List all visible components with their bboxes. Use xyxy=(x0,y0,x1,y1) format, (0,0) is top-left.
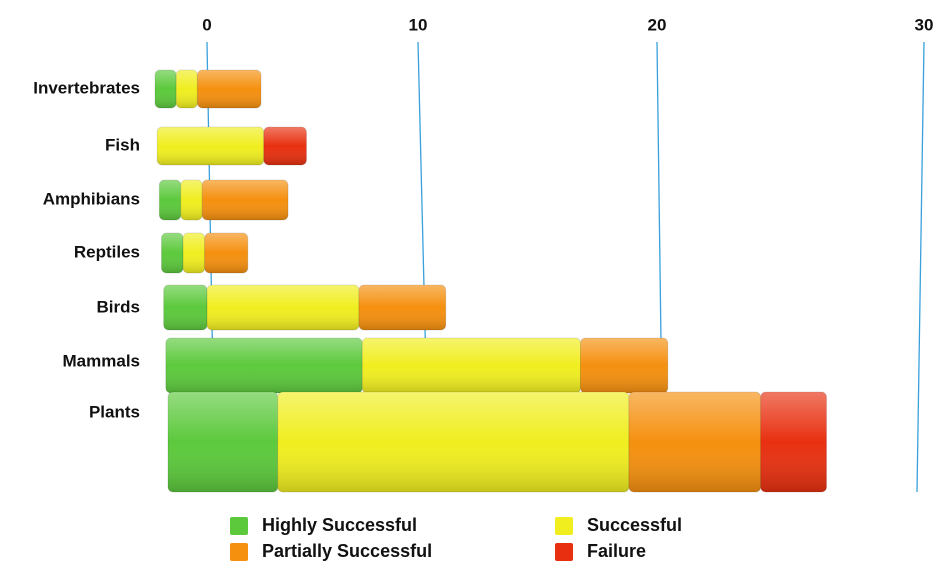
x-tick-label: 0 xyxy=(202,15,211,34)
legend-label: Successful xyxy=(587,515,682,535)
bar-shade xyxy=(168,392,278,492)
legend-label: Highly Successful xyxy=(262,515,417,535)
y-tick-label: Amphibians xyxy=(43,189,140,208)
bar-shade xyxy=(358,285,446,330)
bar-shade xyxy=(197,70,261,108)
bar-shade xyxy=(277,392,629,492)
x-tick-label: 20 xyxy=(648,15,667,34)
bar-shade xyxy=(180,180,203,220)
bar-shade xyxy=(207,285,359,330)
bar-shade xyxy=(580,338,668,393)
y-tick-label: Fish xyxy=(105,135,140,154)
bar-shade xyxy=(183,233,205,273)
bar-shade xyxy=(760,392,827,492)
legend-swatch xyxy=(555,543,573,561)
bar-shade xyxy=(263,127,307,165)
y-tick-label: Invertebrates xyxy=(33,78,140,97)
bar-shade xyxy=(155,70,177,108)
bar-shade xyxy=(202,180,289,220)
bar-shade xyxy=(163,285,208,330)
legend-swatch xyxy=(230,543,248,561)
y-tick-label: Mammals xyxy=(63,351,140,370)
bar-shade xyxy=(628,392,761,492)
bar-shade xyxy=(157,127,264,165)
bar-shade xyxy=(159,180,181,220)
y-tick-label: Reptiles xyxy=(74,242,140,261)
grid-line xyxy=(916,41,925,493)
legend-label: Partially Successful xyxy=(262,541,432,561)
bar-shade xyxy=(161,233,184,273)
legend-label: Failure xyxy=(587,541,646,561)
legend-swatch xyxy=(555,517,573,535)
legend-swatch xyxy=(230,517,248,535)
bar-shade xyxy=(362,338,581,393)
y-tick-label: Plants xyxy=(89,402,140,421)
bar-shade xyxy=(165,338,363,393)
x-tick-label: 10 xyxy=(409,15,428,34)
bar-shade xyxy=(204,233,248,273)
y-tick-label: Birds xyxy=(97,297,140,316)
x-tick-label: 30 xyxy=(915,15,934,34)
bar-shade xyxy=(176,70,198,108)
